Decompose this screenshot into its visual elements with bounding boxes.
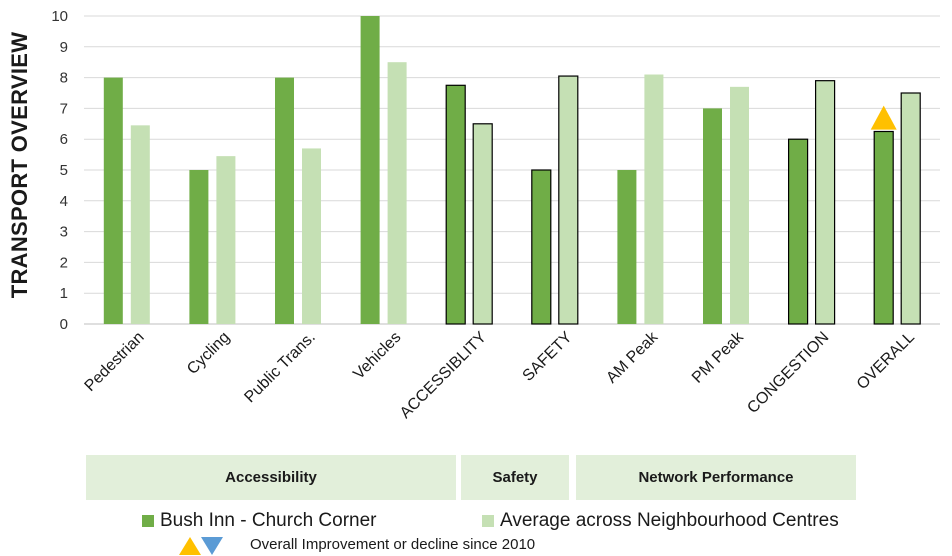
bar-series-1 — [445, 84, 466, 325]
group-accessibility-label: Accessibility — [225, 469, 317, 486]
x-tick-label: Cycling — [184, 329, 233, 378]
bar-series-2 — [387, 62, 407, 324]
y-tick-label: 4 — [60, 193, 68, 210]
bar-series-1 — [275, 77, 294, 324]
legend-item-series-2: Average across Neighbourhood Centres — [482, 510, 839, 532]
bar-series-1 — [103, 77, 123, 324]
x-tick-label: Public Trans. — [241, 329, 318, 406]
y-tick-label: 9 — [60, 39, 68, 56]
legend-label-series-2: Average across Neighbourhood Centres — [500, 510, 839, 531]
bar-series-2 — [472, 123, 493, 325]
markers — [870, 105, 897, 130]
bar-series-2 — [558, 75, 579, 325]
y-tick-label: 2 — [60, 254, 68, 271]
bar-series-1 — [703, 108, 722, 325]
y-tick-label: 5 — [60, 162, 68, 179]
bar-series-1 — [787, 138, 809, 325]
bar-series-2 — [216, 156, 236, 324]
legend-note-text: Overall Improvement or decline since 201… — [250, 536, 536, 553]
y-tick-label: 6 — [60, 131, 68, 148]
y-tick-label: 3 — [60, 224, 68, 241]
x-axis-labels: Pedestrian Cycling Public Trans. VehiclesAC… — [82, 328, 919, 422]
bar-series-2 — [814, 80, 836, 325]
x-tick-label: OVERALL — [854, 329, 918, 393]
bars — [103, 16, 921, 325]
bar-series-2 — [900, 92, 921, 325]
x-tick-label: PM Peak — [689, 328, 748, 387]
bar-series-2 — [730, 86, 749, 324]
bar-series-1 — [617, 170, 637, 324]
bar-series-1 — [531, 169, 552, 325]
y-tick-label: 0 — [60, 316, 68, 333]
y-tick-label: 8 — [60, 70, 68, 87]
y-axis-ticks: 0 1 2 3 4 5 6 7 8 9 10 — [51, 8, 68, 333]
improvement-decline-icons — [179, 537, 223, 555]
bar-series-1 — [189, 170, 209, 324]
improvement-marker-icon — [870, 105, 897, 130]
legend-swatch-series-1 — [142, 515, 154, 527]
bar-series-1 — [360, 16, 380, 324]
bar-series-2 — [130, 125, 150, 324]
legend: Bush Inn - Church Corner Average across … — [0, 510, 952, 534]
bar-series-2 — [644, 74, 664, 325]
group-network-performance: Network Performance — [576, 455, 856, 500]
x-tick-label: Vehicles — [350, 329, 404, 383]
group-safety-label: Safety — [492, 469, 538, 486]
y-axis-title: TRANSPORT OVERVIEW — [7, 31, 32, 299]
group-safety: Safety — [461, 455, 569, 500]
decline-triangle-icon — [201, 537, 223, 555]
improvement-triangle-icon — [179, 537, 201, 555]
group-accessibility: Accessibility — [86, 455, 456, 500]
y-tick-label: 10 — [51, 8, 68, 25]
gridlines — [84, 15, 940, 325]
x-tick-label: CONGESTION — [744, 329, 832, 417]
transport-overview-chart: 0 1 2 3 4 5 6 7 8 9 10 Pedestrian Cycling Public Tra… — [51, 8, 940, 422]
x-tick-label: Pedestrian — [82, 329, 148, 395]
bar-series-1 — [873, 130, 894, 325]
legend-item-series-1: Bush Inn - Church Corner — [142, 510, 377, 532]
x-tick-label: AM Peak — [603, 328, 662, 387]
y-axis-title-wrap: TRANSPORT OVERVIEW — [0, 0, 40, 330]
x-tick-label: SAFETY — [520, 329, 576, 385]
group-network-performance-label: Network Performance — [638, 469, 794, 486]
legend-swatch-series-2 — [482, 515, 494, 527]
x-tick-label: ACCESSIBLITY — [397, 329, 490, 422]
y-tick-label: 7 — [60, 100, 68, 117]
bar-series-2 — [302, 148, 321, 324]
y-tick-label: 1 — [60, 285, 68, 302]
legend-label-series-1: Bush Inn - Church Corner — [160, 510, 377, 531]
